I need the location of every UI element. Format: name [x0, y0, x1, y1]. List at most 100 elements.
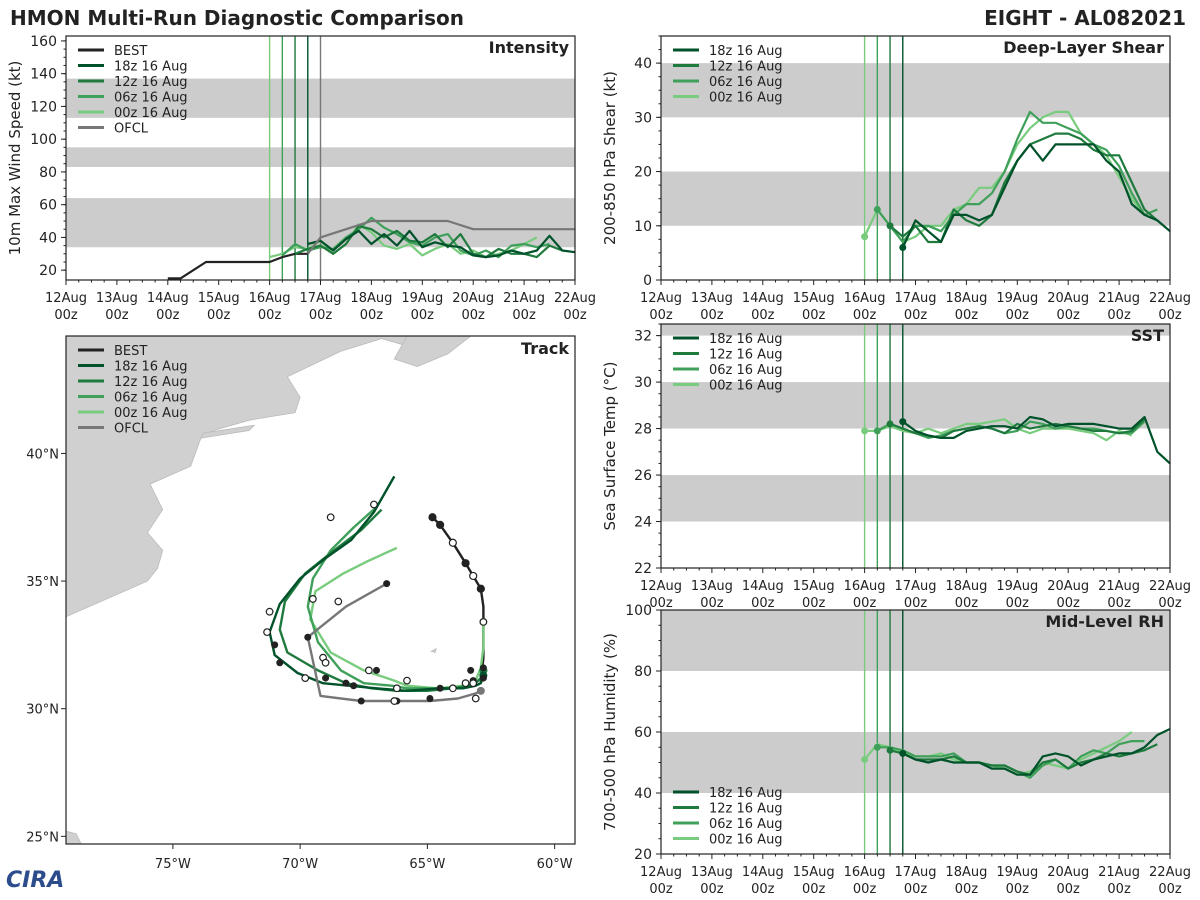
track-marker-filled [479, 674, 487, 682]
x-tick-label: 13Aug [691, 291, 733, 306]
x-tick-sublabel: 00z [156, 308, 180, 323]
track-line [309, 546, 485, 690]
x-tick-sublabel: 00z [1006, 882, 1030, 897]
best-track-marker [461, 559, 470, 568]
track-y-tick-label: 30°N [26, 703, 59, 718]
y-tick-label: 140 [30, 67, 57, 83]
x-tick-sublabel: 00z [802, 596, 826, 611]
x-tick-sublabel: 00z [207, 308, 231, 323]
x-tick-label: 17Aug [895, 579, 937, 594]
rh-chart: 20 40 60 80 100 12Aug 00z 13Aug 00z 14Aug 00z 15Aug… [601, 603, 1191, 897]
x-tick-sublabel: 00z [1057, 882, 1081, 897]
x-tick-label: 18Aug [945, 579, 987, 594]
x-tick-label: 19Aug [996, 291, 1038, 306]
y-tick-label: 80 [39, 165, 57, 181]
land-bahamas-tip [66, 830, 82, 844]
x-tick-sublabel: 00z [853, 308, 877, 323]
x-tick-sublabel: 00z [462, 308, 486, 323]
track-marker-hollow [334, 597, 343, 606]
track-marker-hollow [392, 684, 401, 693]
rh-series-line [863, 731, 1133, 776]
rh-init-point [861, 755, 869, 763]
track-marker-hollow [308, 595, 317, 603]
rh-band [661, 610, 1170, 671]
intensity-ylabel: 10m Max Wind Speed (kt) [6, 61, 24, 256]
y-tick-label: 120 [30, 99, 57, 115]
sst-ylabel: Sea Surface Temp (°C) [601, 361, 619, 530]
legend-label: 00z 16 Aug [114, 106, 188, 121]
cira-logo-text: CIRA [6, 868, 65, 893]
rh-ylabel: 700-500 hPa Humidity (%) [601, 633, 619, 831]
x-tick-label: 12Aug [45, 291, 87, 306]
x-tick-label: 21Aug [1098, 291, 1140, 306]
y-tick-label: 30 [634, 375, 652, 391]
sst-band [661, 324, 1170, 336]
x-tick-label: 16Aug [844, 579, 886, 594]
sst-chart: 22 24 26 28 30 32 12Aug 00z 13Aug 00z 14Aug 00z 15Au… [601, 323, 1191, 611]
track-y-tick-label: 25°N [26, 830, 59, 845]
shear-init-point [899, 243, 907, 251]
x-tick-sublabel: 00z [751, 308, 775, 323]
shear-init-point [873, 206, 881, 214]
x-tick-label: 18Aug [350, 291, 392, 306]
legend-label: OFCL [114, 422, 149, 437]
legend-label: 06z 16 Aug [709, 363, 783, 378]
x-tick-label: 22Aug [1149, 865, 1191, 880]
x-tick-sublabel: 00z [1057, 308, 1081, 323]
y-tick-label: 20 [39, 263, 57, 279]
y-tick-label: 40 [39, 230, 57, 246]
y-tick-label: 100 [625, 603, 652, 619]
x-tick-label: 22Aug [554, 291, 596, 306]
x-tick-label: 22Aug [1149, 579, 1191, 594]
shear-ylabel: 200-850 hPa Shear (kt) [601, 71, 619, 245]
x-tick-sublabel: 00z [955, 596, 979, 611]
rh-init-point [899, 749, 907, 757]
track-marker-filled [372, 666, 380, 674]
track-init-dot [476, 686, 485, 695]
legend-label: 18z 16 Aug [709, 44, 783, 59]
track-title: Track [521, 339, 569, 358]
x-tick-label: 17Aug [300, 291, 342, 306]
track-marker-filled [304, 633, 312, 641]
x-tick-label: 15Aug [793, 865, 835, 880]
land-nova-scotia [393, 336, 472, 368]
legend-label: 06z 16 Aug [709, 75, 783, 90]
shear-chart: 0 10 20 30 40 12Aug 00z 13Aug 00z 14Aug 00z 15Aug 00… [601, 35, 1191, 323]
rh-band [661, 732, 1170, 793]
track-x-tick-label: 75°W [155, 857, 191, 872]
x-tick-label: 16Aug [249, 291, 291, 306]
track-chart: 75°W 70°W 65°W 60°W 25°N 30°N 35°N 40°N Track BES… [26, 335, 576, 872]
sst-title: SST [1131, 326, 1164, 345]
legend-label: 18z 16 Aug [709, 786, 783, 801]
track-y-tick-label: 40°N [26, 447, 59, 462]
x-tick-sublabel: 00z [904, 596, 928, 611]
x-tick-label: 16Aug [844, 291, 886, 306]
x-tick-label: 13Aug [96, 291, 138, 306]
x-tick-sublabel: 00z [1107, 308, 1131, 323]
sst-series-line [876, 420, 1146, 439]
rh-init-point [873, 743, 881, 751]
page-title: HMON Multi-Run Diagnostic Comparison [10, 6, 464, 30]
x-tick-sublabel: 00z [1158, 596, 1182, 611]
legend-label: 00z 16 Aug [114, 406, 188, 421]
x-tick-label: 18Aug [945, 291, 987, 306]
track-marker-hollow [364, 666, 373, 675]
track-marker-filled [436, 684, 444, 692]
x-tick-label: 14Aug [742, 291, 784, 306]
shear-band [661, 63, 1170, 118]
sst-init-point [873, 427, 881, 435]
x-tick-sublabel: 00z [512, 308, 536, 323]
track-marker-hollow [370, 500, 378, 509]
y-tick-label: 20 [634, 847, 652, 863]
intensity-title: Intensity [489, 38, 570, 57]
track-marker-filled [342, 679, 350, 687]
track-marker-filled [276, 659, 284, 667]
legend-label: 06z 16 Aug [114, 391, 188, 406]
x-tick-label: 13Aug [691, 865, 733, 880]
x-tick-label: 15Aug [198, 291, 240, 306]
shear-init-point [861, 233, 869, 241]
